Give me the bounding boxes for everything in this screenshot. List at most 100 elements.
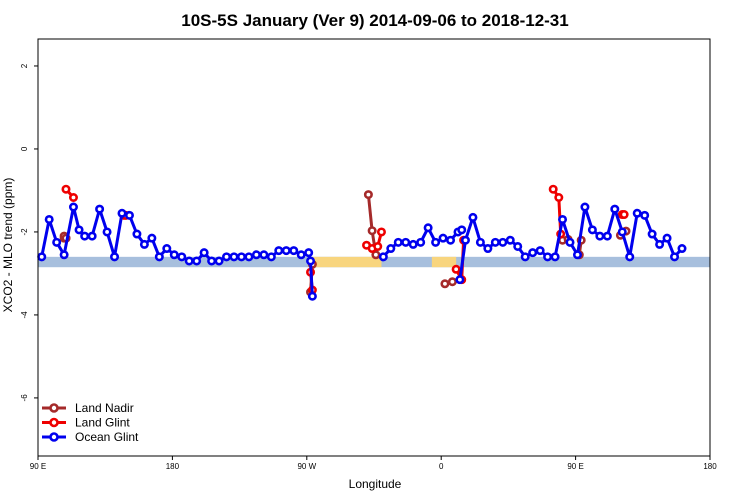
data-point xyxy=(68,193,78,203)
data-point xyxy=(505,235,515,245)
data-point xyxy=(222,252,232,262)
land-band xyxy=(431,256,457,268)
legend-swatch-point xyxy=(49,417,59,428)
data-point xyxy=(446,235,456,245)
legend-swatch-point xyxy=(49,432,59,442)
data-point xyxy=(304,248,314,258)
legend-label: Land Glint xyxy=(75,416,130,430)
data-point xyxy=(490,237,500,247)
y-tick-label: 0 xyxy=(20,146,29,151)
plot-frame xyxy=(37,38,711,457)
data-point xyxy=(306,256,316,266)
data-point xyxy=(617,227,627,237)
data-point xyxy=(229,252,239,262)
data-point xyxy=(378,252,388,262)
chart-title: 10S-5S January (Ver 9) 2014-09-06 to 201… xyxy=(181,11,568,30)
data-point xyxy=(647,229,657,239)
data-point xyxy=(184,256,194,266)
data-point xyxy=(110,252,120,262)
data-point xyxy=(373,241,383,251)
x-tick-label: 90 E xyxy=(567,462,583,471)
data-point xyxy=(447,277,457,287)
data-point xyxy=(74,225,84,235)
data-point xyxy=(376,227,386,237)
data-point xyxy=(386,244,396,254)
series-layer xyxy=(37,184,687,301)
x-tick-label: 180 xyxy=(703,462,717,471)
data-point xyxy=(468,212,478,222)
data-point xyxy=(259,250,269,260)
data-point xyxy=(207,256,217,266)
data-point xyxy=(132,229,142,239)
data-point xyxy=(177,252,187,262)
data-point xyxy=(520,252,530,262)
data-point xyxy=(199,248,209,258)
data-point xyxy=(408,239,418,249)
data-point xyxy=(102,227,112,237)
data-point xyxy=(61,184,71,194)
data-point xyxy=(640,210,650,220)
data-point xyxy=(401,237,411,247)
data-point xyxy=(95,204,105,214)
data-point xyxy=(528,248,538,258)
data-point xyxy=(457,225,467,235)
data-point xyxy=(274,246,284,256)
x-tick-label: 90 E xyxy=(30,462,46,471)
data-point xyxy=(655,239,665,249)
data-point xyxy=(139,239,149,249)
data-point xyxy=(124,210,134,220)
data-point xyxy=(610,204,620,214)
y-tick-label: -6 xyxy=(20,394,29,402)
data-point xyxy=(37,252,47,262)
data-point xyxy=(548,184,558,194)
data-point xyxy=(587,225,597,235)
data-point xyxy=(535,246,545,256)
legend-swatch-point xyxy=(49,403,59,413)
data-point xyxy=(498,237,508,247)
data-point xyxy=(117,208,127,218)
x-axis-label: Longitude xyxy=(349,477,402,491)
data-point xyxy=(460,235,470,245)
data-point xyxy=(307,291,317,301)
data-point xyxy=(431,237,441,247)
data-point xyxy=(595,231,605,241)
data-point xyxy=(154,252,164,262)
legend-label: Land Nadir xyxy=(75,401,134,415)
data-point xyxy=(87,231,97,241)
data-point xyxy=(423,223,433,233)
map-band xyxy=(38,256,710,268)
data-point xyxy=(59,250,69,260)
data-point xyxy=(580,202,590,212)
data-point xyxy=(475,237,485,247)
x-tick-label: 0 xyxy=(439,462,444,471)
data-point xyxy=(602,231,612,241)
data-point xyxy=(619,210,629,220)
y-tick-label: 2 xyxy=(20,63,29,68)
legend-label: Ocean Glint xyxy=(75,430,139,444)
data-point xyxy=(147,233,157,243)
data-point xyxy=(371,250,381,260)
data-point xyxy=(550,252,560,262)
y-axis-label: XCO2 - MLO trend (ppm) xyxy=(1,178,15,313)
data-point xyxy=(393,237,403,247)
data-point xyxy=(554,193,564,203)
x-tick-label: 90 W xyxy=(297,462,316,471)
data-point xyxy=(289,246,299,256)
data-point xyxy=(677,244,687,254)
data-point xyxy=(632,208,642,218)
data-point xyxy=(80,231,90,241)
data-point xyxy=(244,252,254,262)
data-point xyxy=(52,237,62,247)
y-tick-label: -4 xyxy=(20,311,29,319)
data-point xyxy=(281,246,291,256)
data-point xyxy=(68,202,78,212)
data-point xyxy=(572,250,582,260)
data-point xyxy=(236,252,246,262)
data-point xyxy=(440,279,450,289)
data-point xyxy=(513,241,523,251)
data-point xyxy=(266,252,276,262)
data-point xyxy=(625,252,635,262)
y-tick-label: -2 xyxy=(20,228,29,236)
